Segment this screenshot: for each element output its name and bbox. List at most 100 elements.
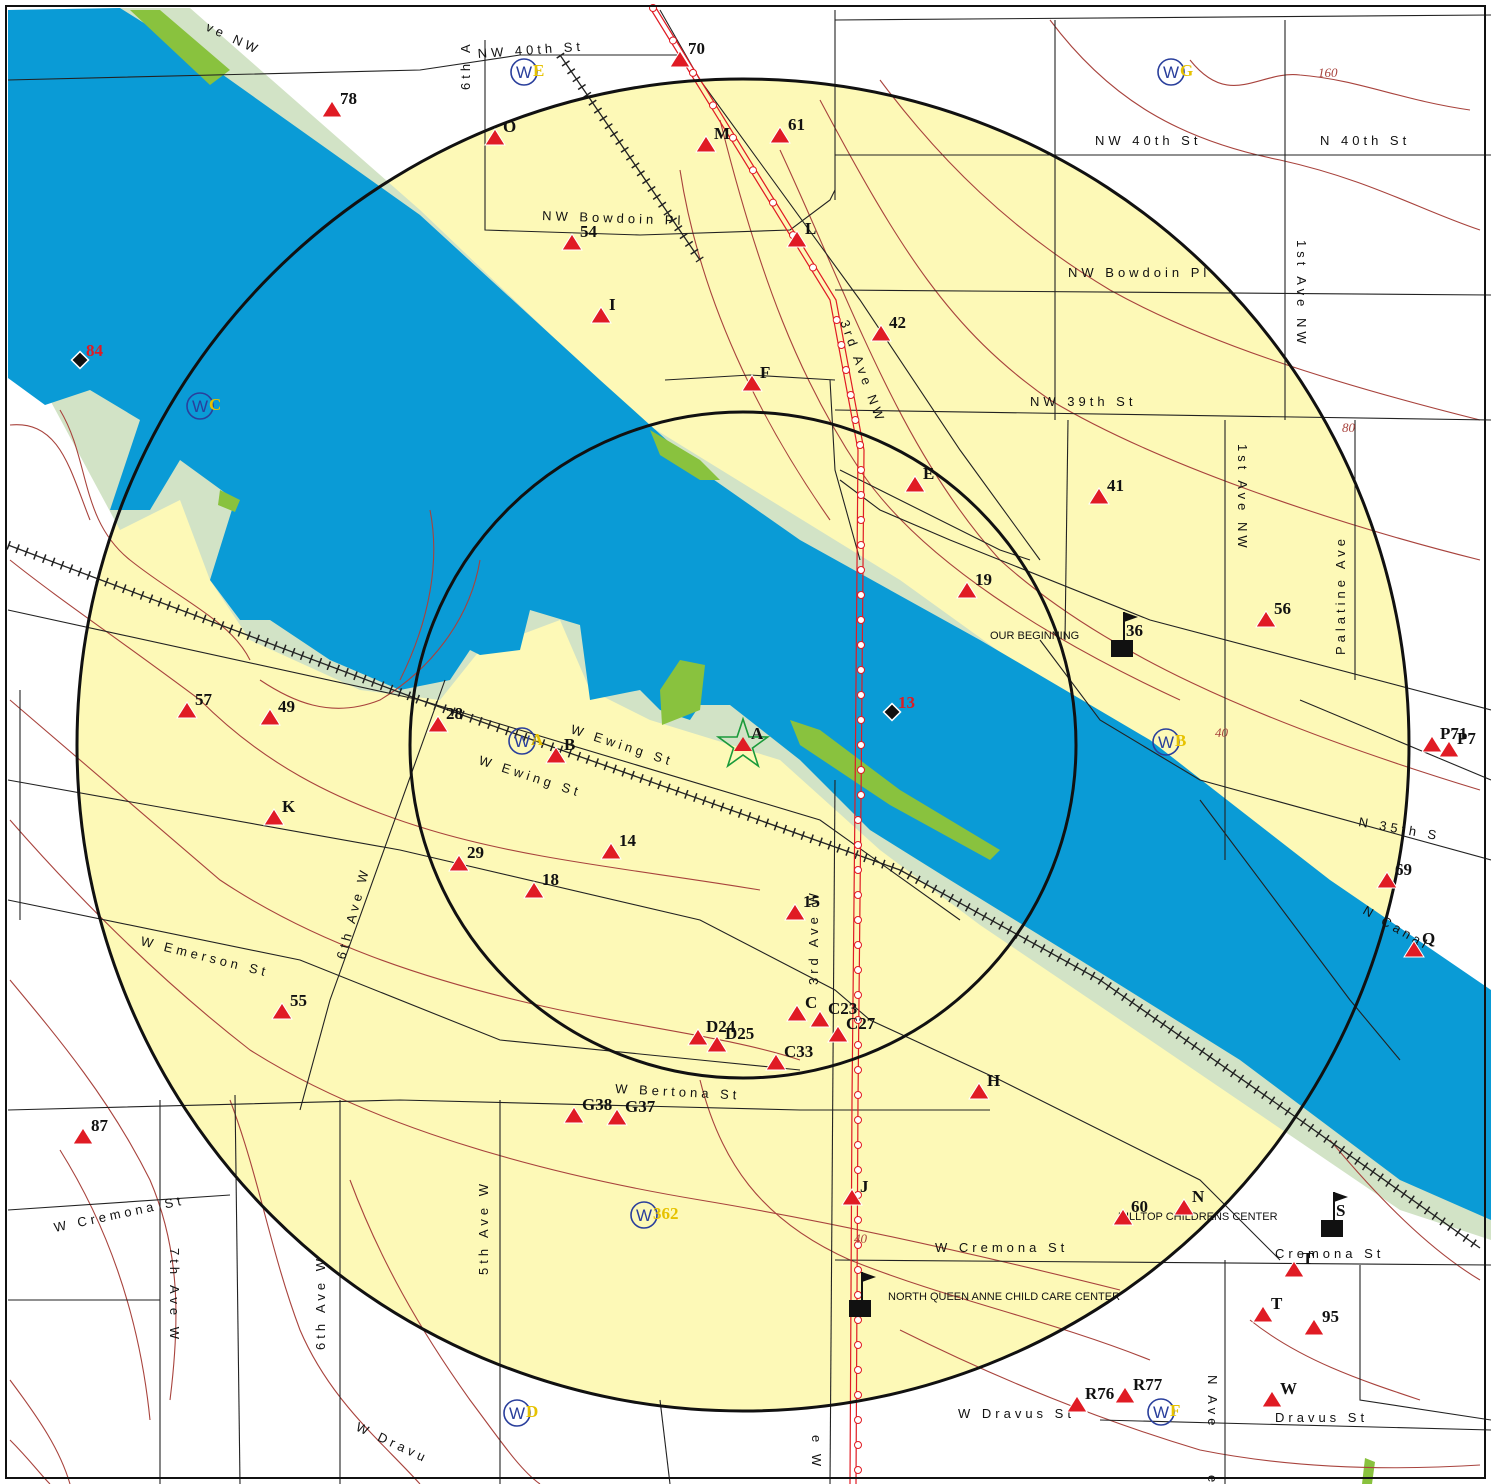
facility-marker[interactable]: 36 OUR BEGINNING [990, 612, 1143, 657]
subject-site-marker[interactable]: A [715, 716, 771, 769]
site-marker[interactable]: 18 [523, 870, 559, 899]
site-label: 95 [1322, 1307, 1339, 1326]
site-marker[interactable]: Q [1403, 929, 1435, 958]
site-marker[interactable]: T [1283, 1249, 1314, 1278]
site-marker[interactable]: T [1252, 1294, 1283, 1323]
site-marker[interactable]: C27 [827, 1014, 876, 1043]
site-marker[interactable]: M [695, 124, 730, 153]
site-marker[interactable]: H [968, 1071, 1000, 1100]
special-site-marker[interactable]: 84 [70, 341, 104, 370]
site-marker[interactable]: 69 [1376, 860, 1412, 889]
well-marker[interactable]: W 362 [630, 1201, 679, 1229]
site-marker[interactable]: C23 [809, 999, 857, 1028]
site-marker[interactable]: 19 [956, 570, 992, 599]
site-marker[interactable]: 28 [427, 704, 463, 733]
triangle-icon [1114, 1386, 1136, 1404]
site-marker[interactable]: E [904, 464, 934, 493]
site-label: 18 [542, 870, 559, 889]
facility-label: S [1336, 1201, 1345, 1220]
map-frame [5, 5, 1486, 1479]
transit-stop [854, 1066, 862, 1074]
street-label: N 40th St [1320, 133, 1410, 148]
transit-stop [854, 1241, 862, 1249]
flag-icon [1124, 612, 1138, 622]
street-label: W Cremona St [935, 1240, 1068, 1255]
site-marker[interactable]: I [590, 295, 616, 324]
site-marker[interactable]: 70 [669, 39, 705, 68]
triangle-icon [427, 715, 449, 733]
site-marker[interactable]: K [263, 797, 296, 826]
site-marker[interactable]: N [1173, 1187, 1205, 1216]
site-marker[interactable]: J [841, 1177, 869, 1206]
triangle-icon [484, 128, 506, 146]
site-marker[interactable]: R77 [1114, 1375, 1163, 1404]
building-icon [1111, 640, 1133, 657]
special-site-label: 84 [86, 341, 104, 360]
site-marker[interactable]: 14 [600, 831, 637, 860]
site-marker[interactable]: L [786, 219, 816, 248]
street-label: Palatine Ave [1333, 535, 1348, 655]
site-marker[interactable]: 95 [1303, 1307, 1339, 1336]
site-marker[interactable]: O [484, 117, 516, 146]
site-marker[interactable]: B [545, 735, 575, 764]
transit-stop [854, 1266, 862, 1274]
site-marker[interactable]: F [741, 363, 770, 392]
site-marker[interactable]: C [786, 993, 817, 1022]
site-marker[interactable]: 60 [1112, 1197, 1148, 1226]
site-marker[interactable]: P71 [1421, 724, 1467, 753]
site-marker[interactable]: 55 [271, 991, 307, 1020]
site-marker[interactable]: 54 [561, 222, 598, 251]
site-label: K [282, 797, 296, 816]
site-marker[interactable]: R76 [1066, 1384, 1114, 1413]
site-marker[interactable]: 49 [259, 697, 295, 726]
well-symbol: W [192, 397, 208, 416]
facility-marker[interactable]: S HILLTOP CHILDRENS CENTER [1118, 1192, 1348, 1237]
street-label: N Ave [1205, 1375, 1220, 1429]
facility-marker[interactable]: NORTH QUEEN ANNE CHILD CARE CENTER [849, 1272, 1120, 1317]
transit-stop [854, 1091, 862, 1099]
triangle-icon [769, 126, 791, 144]
site-label: C27 [846, 1014, 876, 1033]
site-marker[interactable]: 87 [72, 1116, 109, 1145]
site-marker[interactable]: D24 [687, 1017, 736, 1046]
transit-stop [854, 891, 862, 899]
site-marker[interactable]: 57 [176, 690, 213, 719]
site-marker[interactable]: 41 [1088, 476, 1124, 505]
triangle-icon [1421, 735, 1443, 753]
site-label: E [923, 464, 934, 483]
site-marker[interactable]: 78 [321, 89, 357, 118]
special-site-marker[interactable]: 13 [882, 693, 915, 722]
well-icon [186, 392, 214, 420]
site-marker[interactable]: 56 [1255, 599, 1291, 628]
inner-radius-ring [408, 410, 1078, 1080]
transit-stop [857, 691, 865, 699]
site-label: O [503, 117, 516, 136]
site-marker[interactable]: P7 [1438, 729, 1476, 758]
site-marker[interactable]: 15 [784, 892, 820, 921]
transit-stop [854, 1291, 862, 1299]
site-marker[interactable]: G37 [606, 1097, 656, 1126]
site-marker[interactable]: 42 [870, 313, 906, 342]
site-marker[interactable]: D25 [706, 1024, 754, 1053]
site-label: R76 [1085, 1384, 1114, 1403]
site-label: L [805, 219, 816, 238]
site-marker[interactable]: C33 [765, 1042, 813, 1071]
street-label: e W [809, 1435, 824, 1470]
site-marker[interactable]: W [1261, 1379, 1297, 1408]
well-label: C [209, 395, 221, 414]
site-label: J [860, 1177, 869, 1196]
triangle-icon [706, 1035, 728, 1053]
site-marker[interactable]: G38 [563, 1095, 612, 1124]
contour-label: 80 [1342, 420, 1356, 435]
subject-site-label: A [751, 724, 764, 743]
site-marker[interactable]: 61 [769, 115, 805, 144]
site-marker[interactable]: 29 [448, 843, 484, 872]
